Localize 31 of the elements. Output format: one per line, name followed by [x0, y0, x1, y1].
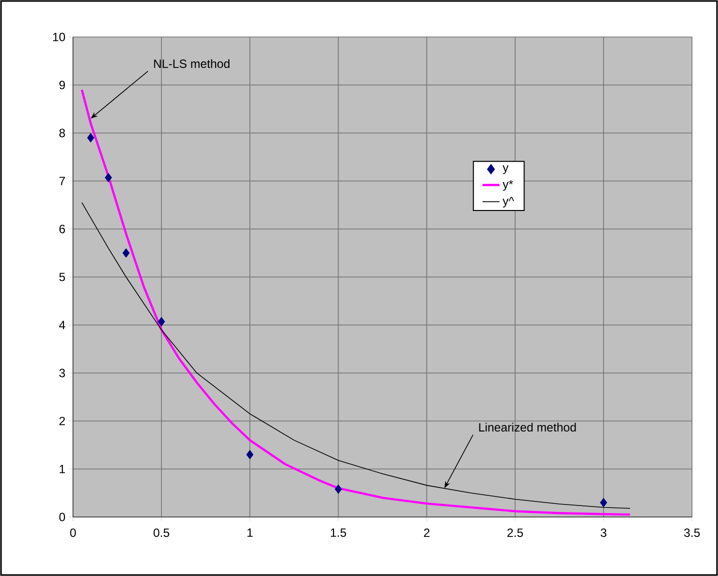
point	[334, 484, 342, 494]
y-tick-label: 2	[59, 416, 65, 426]
x-tick-label: 2.5	[507, 528, 523, 537]
y-tick-label: 1	[60, 464, 65, 474]
point	[87, 133, 94, 142]
y-tick-label: 6	[59, 224, 65, 234]
point	[122, 248, 130, 258]
x-tick-label: 1	[247, 528, 253, 537]
y-tick-label: 7	[59, 176, 65, 186]
point	[600, 498, 608, 508]
x-tick-label: 3	[600, 528, 606, 537]
point	[104, 172, 112, 182]
y-tick-label: 3	[59, 368, 65, 378]
annotation: NL-LS method	[154, 59, 230, 68]
x-tick-label: 3.5	[684, 528, 700, 537]
y-tick-label: 4	[59, 320, 66, 330]
x-tick-label: 0.5	[154, 528, 170, 537]
annotation: Linearized method	[479, 422, 576, 432]
x-tick-label: 1.5	[330, 528, 346, 537]
y-tick-label: 9	[59, 80, 65, 90]
x-tick-label: 2	[424, 528, 430, 537]
legend-label: y^	[502, 196, 514, 208]
y-tick-label: 10	[53, 32, 66, 42]
point	[158, 316, 166, 326]
y-tick-label: 0	[59, 512, 66, 522]
legend-label: y*	[502, 180, 514, 191]
y-tick-label: 5	[59, 272, 65, 282]
x-tick-label: 0	[70, 528, 76, 537]
y-tick-label: 8	[59, 128, 65, 138]
legend-label: y	[502, 165, 509, 174]
point	[246, 450, 254, 460]
